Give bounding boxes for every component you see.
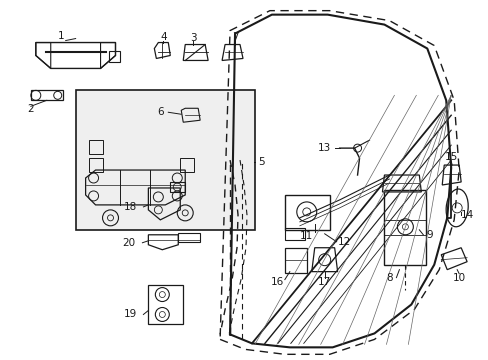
Text: 2: 2 xyxy=(27,104,34,114)
Text: 16: 16 xyxy=(271,276,284,287)
Bar xyxy=(285,195,329,230)
Bar xyxy=(384,190,426,265)
Text: 1: 1 xyxy=(57,31,64,41)
Text: 8: 8 xyxy=(386,273,392,283)
Text: 6: 6 xyxy=(157,107,163,117)
Bar xyxy=(285,248,306,273)
Text: 4: 4 xyxy=(160,32,166,41)
Text: 9: 9 xyxy=(425,230,432,240)
Text: 12: 12 xyxy=(337,237,350,247)
Text: 3: 3 xyxy=(189,32,196,42)
Text: 15: 15 xyxy=(444,152,457,162)
Text: 7: 7 xyxy=(231,32,238,41)
Bar xyxy=(285,228,304,240)
Text: 10: 10 xyxy=(452,273,465,283)
Bar xyxy=(88,158,102,172)
Bar xyxy=(76,90,254,230)
Text: 19: 19 xyxy=(123,310,137,319)
Bar xyxy=(180,158,194,172)
Text: 20: 20 xyxy=(122,238,135,248)
Text: 11: 11 xyxy=(300,231,313,241)
Bar xyxy=(88,140,102,154)
Text: 18: 18 xyxy=(123,202,137,212)
Text: 13: 13 xyxy=(317,143,331,153)
Text: 17: 17 xyxy=(317,276,331,287)
Text: 14: 14 xyxy=(460,210,473,220)
Text: 5: 5 xyxy=(258,157,264,167)
